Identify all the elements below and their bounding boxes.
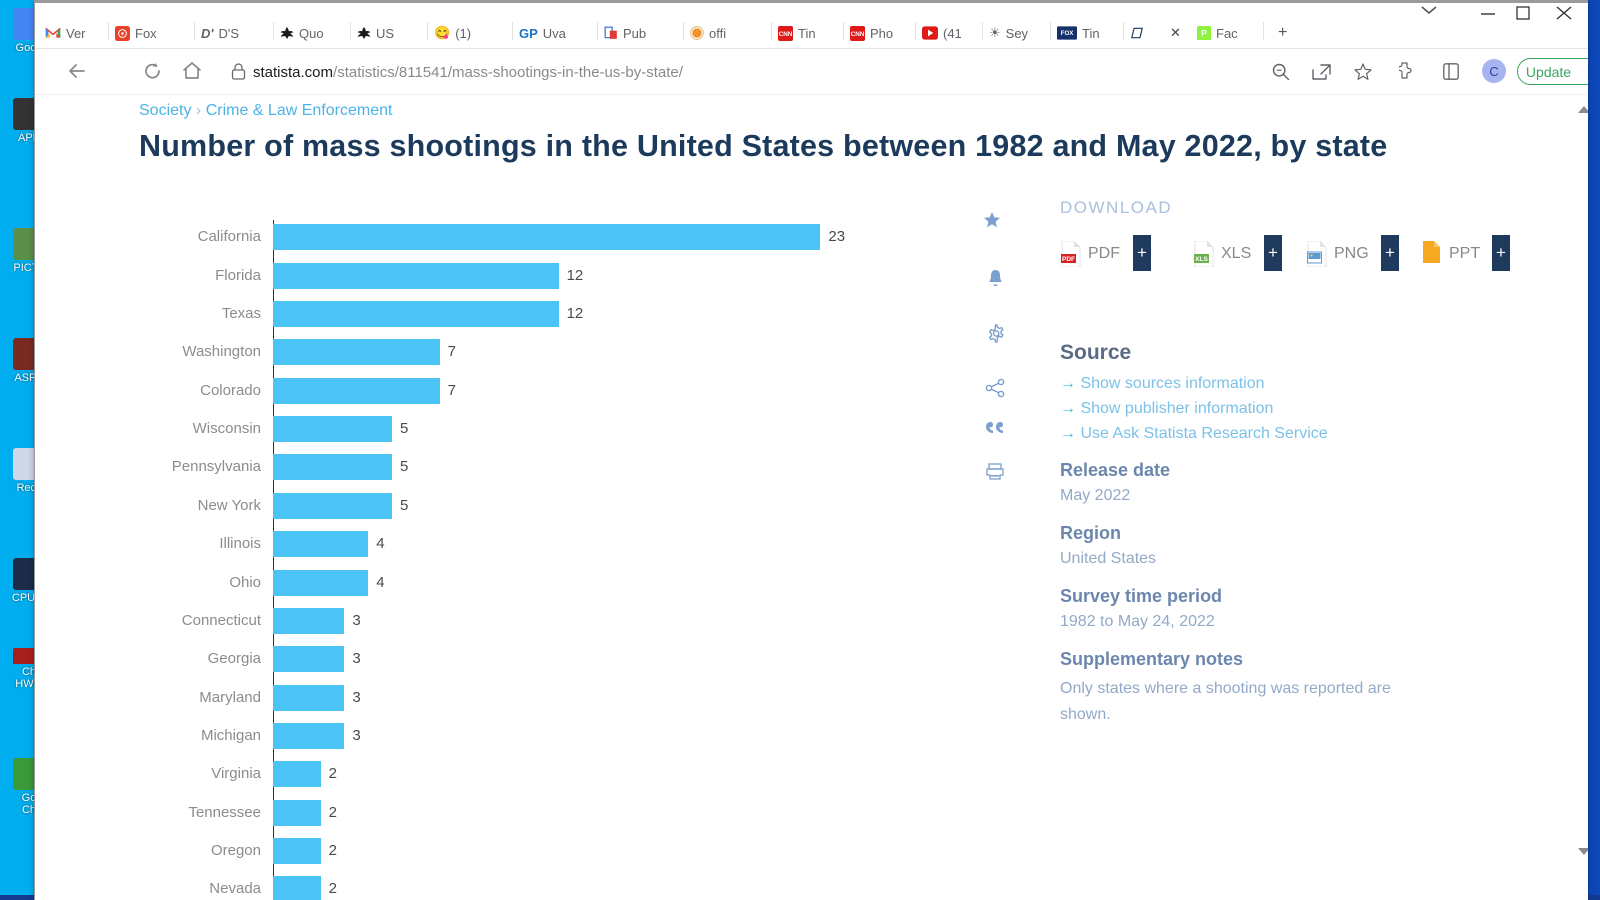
svg-text:CNN: CNN (779, 31, 793, 38)
svg-text:PDF: PDF (1062, 256, 1075, 263)
svg-text:XLS: XLS (1195, 256, 1208, 263)
svg-text:P: P (1201, 29, 1207, 38)
svg-text:CNN: CNN (851, 31, 865, 38)
svg-text:FOX: FOX (1061, 30, 1074, 37)
